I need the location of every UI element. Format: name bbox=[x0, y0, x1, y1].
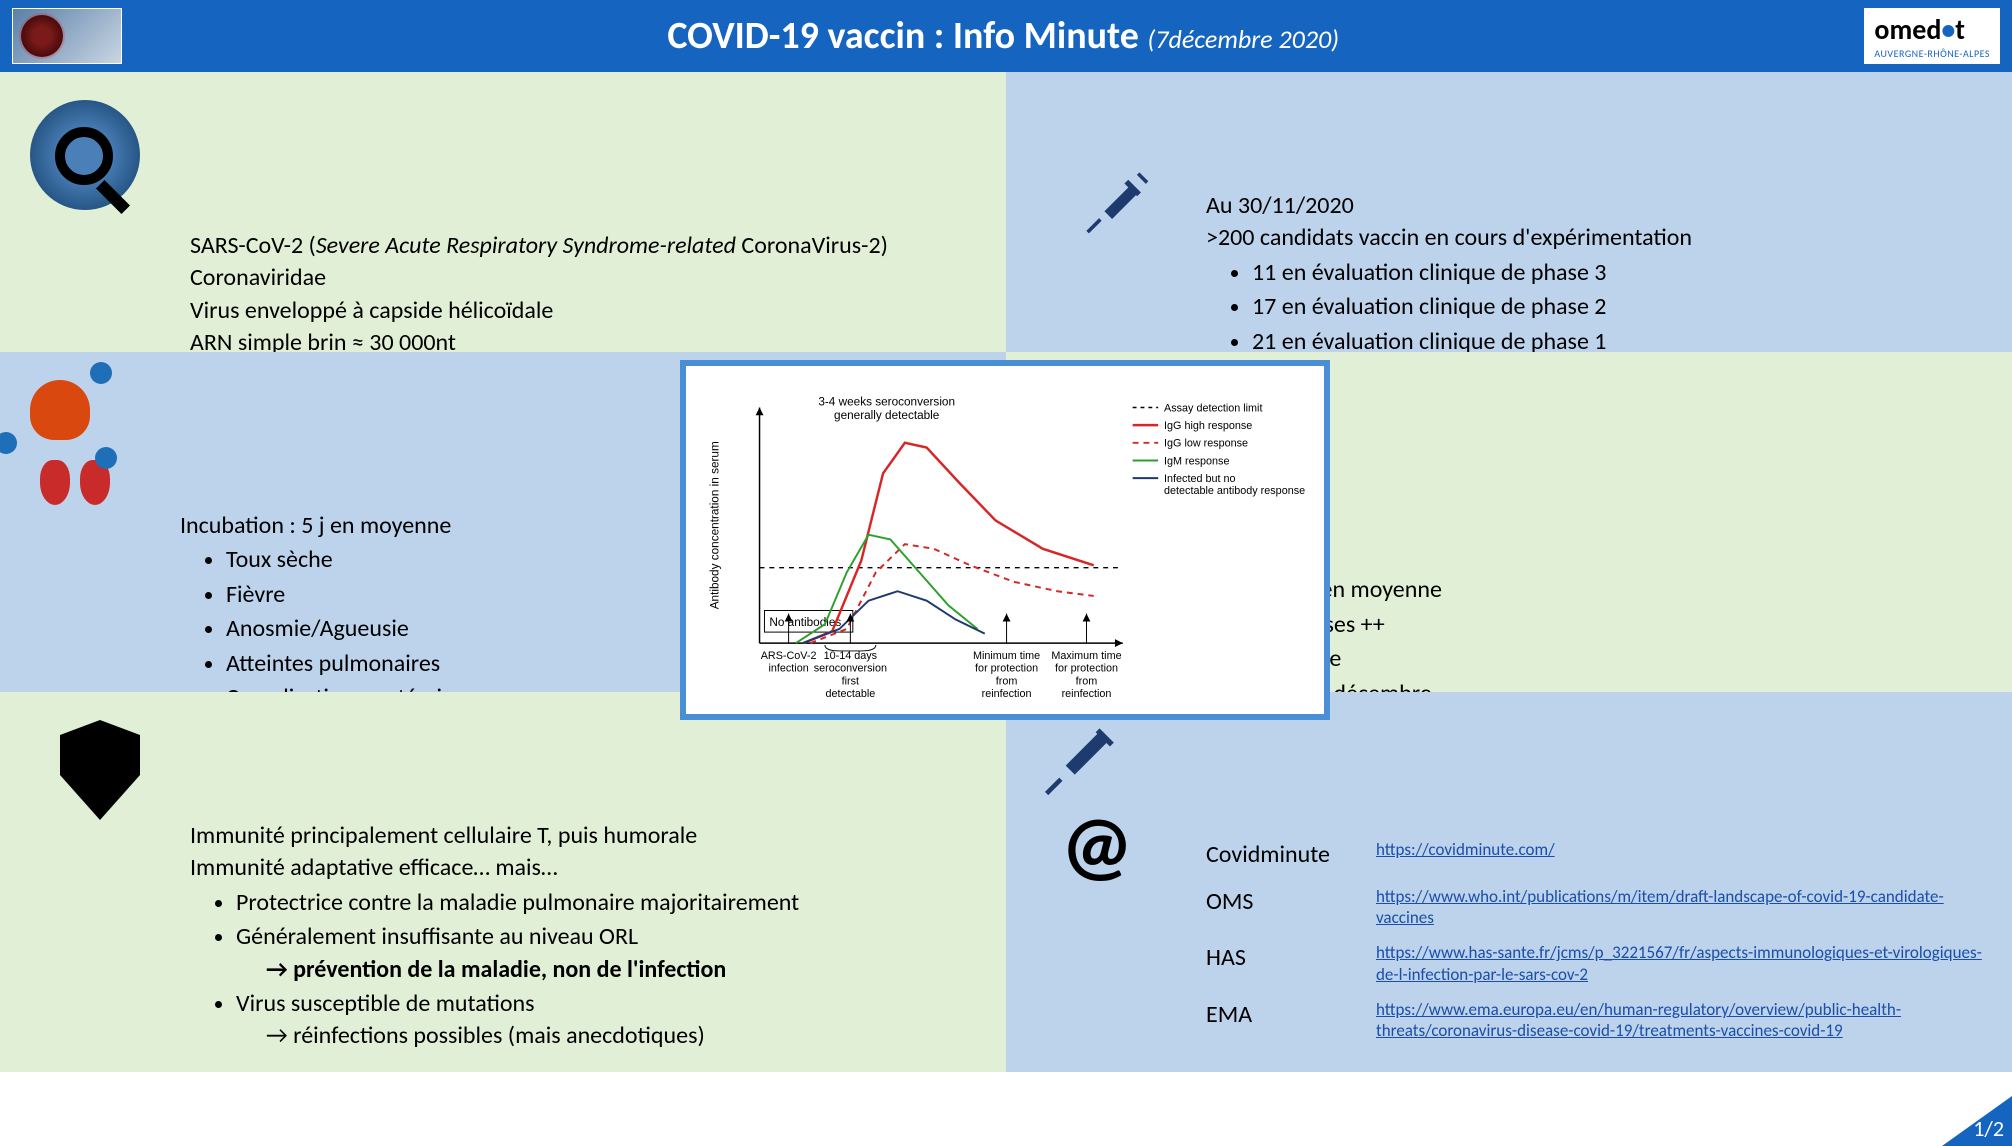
svg-text:Infected but no: Infected but no bbox=[1164, 473, 1235, 485]
ref-label: Covidminute bbox=[1206, 839, 1376, 871]
svg-text:IgG high response: IgG high response bbox=[1164, 420, 1252, 432]
panel-virus-description: SARS-CoV-2 (Severe Acute Respiratory Syn… bbox=[0, 72, 1006, 352]
ref-link[interactable]: https://www.who.int/publications/m/item/… bbox=[1376, 886, 1982, 929]
ref-label: OMS bbox=[1206, 886, 1376, 918]
antibody-response-chart: No antibodies 3-4 weeks seroconversiongen… bbox=[680, 360, 1330, 720]
bl-list: Protectrice contre la maladie pulmonaire… bbox=[236, 887, 976, 1053]
svg-text:first: first bbox=[842, 675, 859, 687]
list-item: Protectrice contre la maladie pulmonaire… bbox=[236, 887, 976, 919]
svg-text:No antibodies: No antibodies bbox=[769, 616, 841, 629]
bl-sub2: → réinfections possibles (mais anecdotiq… bbox=[266, 1021, 705, 1050]
svg-text:Minimum time: Minimum time bbox=[973, 650, 1040, 662]
svg-text:from: from bbox=[996, 675, 1018, 687]
ref-link[interactable]: https://covidminute.com/ bbox=[1376, 839, 1982, 860]
symptoms-icon bbox=[30, 380, 150, 510]
header-bar: COVID-19 vaccin : Info Minute (7décembre… bbox=[0, 0, 2012, 72]
svg-text:Maximum time: Maximum time bbox=[1051, 650, 1121, 662]
virus-shield-icon bbox=[30, 720, 160, 820]
svg-text:IgM response: IgM response bbox=[1164, 455, 1229, 467]
svg-text:reinfection: reinfection bbox=[982, 688, 1032, 700]
ref-label: EMA bbox=[1206, 999, 1376, 1031]
syringe-icon bbox=[1076, 170, 1166, 260]
panel-references: @ Covidminute https://covidminute.com/ O… bbox=[1006, 692, 2012, 1072]
list-item: Généralement insuffisante au niveau ORL … bbox=[236, 921, 976, 986]
virus-magnifier-icon bbox=[30, 100, 160, 230]
svg-text:Assay detection limit: Assay detection limit bbox=[1164, 402, 1262, 414]
svg-text:detectable antibody response: detectable antibody response bbox=[1164, 485, 1305, 497]
panel-vaccine-candidates: Au 30/11/2020 >200 candidats vaccin en c… bbox=[1006, 72, 2012, 352]
omedit-logo: omed•t AUVERGNE-RHÔNE-ALPES bbox=[1864, 8, 2000, 64]
list-item: 11 en évaluation clinique de phase 3 bbox=[1252, 257, 1982, 289]
tl-line-1: Coronaviridae bbox=[190, 262, 976, 294]
svg-text:infection: infection bbox=[768, 663, 808, 675]
svg-text:generally detectable: generally detectable bbox=[834, 409, 940, 422]
svg-text:3-4 weeks seroconversion: 3-4 weeks seroconversion bbox=[818, 395, 955, 408]
ref-link[interactable]: https://www.has-sante.fr/jcms/p_3221567/… bbox=[1376, 942, 1982, 985]
syringe-at-icon: @ bbox=[1036, 720, 1166, 839]
list-item: 17 en évaluation clinique de phase 2 bbox=[1252, 291, 1982, 323]
bl-sub1: → prévention de la maladie, non de l'inf… bbox=[266, 955, 726, 984]
tr-headline: >200 candidats vaccin en cours d'expérim… bbox=[1206, 222, 1982, 254]
svg-text:Antibody concentration in seru: Antibody concentration in serum bbox=[708, 441, 721, 609]
svg-text:from: from bbox=[1076, 675, 1098, 687]
bl-pre-0: Immunité principalement cellulaire T, pu… bbox=[190, 820, 976, 852]
svg-text:IgG low response: IgG low response bbox=[1164, 438, 1248, 450]
ref-link[interactable]: https://www.ema.europa.eu/en/human-regul… bbox=[1376, 999, 1982, 1042]
svg-text:ARS-CoV-2: ARS-CoV-2 bbox=[761, 650, 817, 662]
title-date: (7décembre 2020) bbox=[1147, 23, 1339, 55]
tr-date: Au 30/11/2020 bbox=[1206, 190, 1982, 222]
svg-text:detectable: detectable bbox=[825, 688, 875, 700]
references-grid: Covidminute https://covidminute.com/ OMS… bbox=[1206, 839, 1982, 1041]
svg-text:for protection: for protection bbox=[975, 663, 1038, 675]
panel-immunity: Immunité principalement cellulaire T, pu… bbox=[0, 692, 1006, 1072]
svg-text:reinfection: reinfection bbox=[1062, 688, 1112, 700]
tl-line-0: SARS-CoV-2 (Severe Acute Respiratory Syn… bbox=[190, 230, 976, 262]
header-virus-image bbox=[12, 8, 122, 64]
bl-pre-1: Immunité adaptative efficace… mais… bbox=[190, 852, 976, 884]
ref-label: HAS bbox=[1206, 942, 1376, 974]
title-main: COVID-19 vaccin : Info Minute bbox=[667, 13, 1139, 59]
svg-text:seroconversion: seroconversion bbox=[814, 663, 887, 675]
svg-text:for protection: for protection bbox=[1055, 663, 1118, 675]
list-item: Virus susceptible de mutations → réinfec… bbox=[236, 988, 976, 1053]
tl-line-2: Virus enveloppé à capside hélicoïdale bbox=[190, 295, 976, 327]
svg-text:10-14 days: 10-14 days bbox=[824, 650, 878, 662]
page-title: COVID-19 vaccin : Info Minute (7décembre… bbox=[142, 13, 1864, 59]
